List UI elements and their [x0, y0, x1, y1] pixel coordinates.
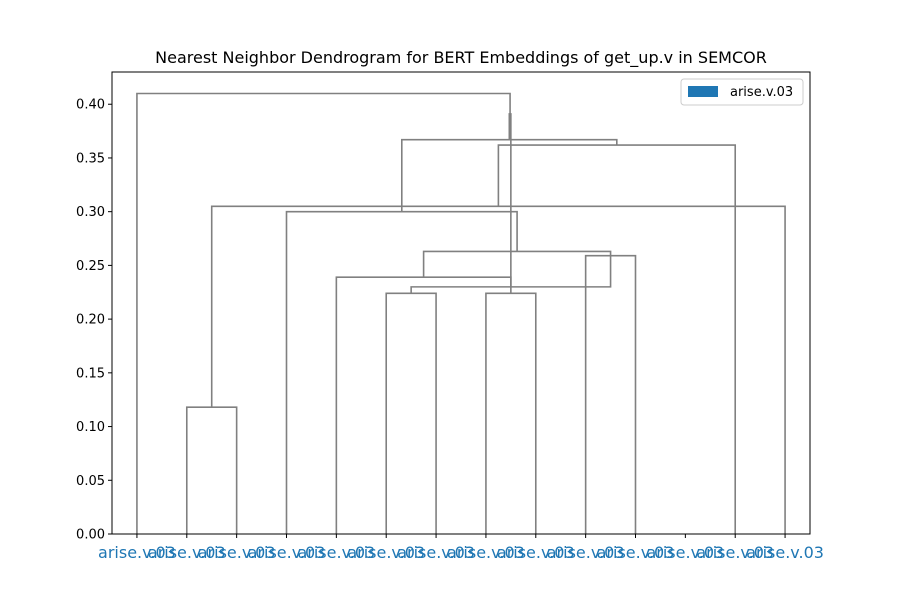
dendrogram-link: [422, 250, 612, 278]
y-axis: 0.00 0.05 0.10 0.15 0.20 0.25 0.30 0.35 0.40: [76, 98, 112, 543]
plot-frame: [111, 71, 811, 535]
dendrogram-link: [508, 113, 512, 294]
y-tick-label: 0.35: [76, 151, 105, 166]
dendrogram-link: [285, 210, 518, 534]
dendrogram-link: [210, 205, 786, 534]
dendrogram-links: [136, 92, 786, 534]
leaf-label: arise.v.03: [98, 543, 176, 562]
dendrogram-link: [335, 276, 512, 534]
dendrogram-link: [497, 144, 737, 534]
y-tick-label: 0.00: [76, 528, 105, 543]
leaf-label: arise.v.03: [696, 543, 774, 562]
legend-swatch: [688, 86, 718, 97]
leaf-label: arise.v.03: [646, 543, 724, 562]
dendrogram-link: [136, 92, 511, 534]
dendrogram-link: [584, 254, 637, 534]
dendrogram-link: [400, 138, 618, 212]
legend: arise.v.03: [680, 78, 804, 106]
dendrogram-link: [185, 406, 238, 534]
leaf-label: arise.v.03: [297, 543, 375, 562]
dendrogram-link: [385, 292, 437, 534]
legend-box: [680, 78, 804, 106]
leaf-label: arise.v.03: [198, 543, 276, 562]
y-tick-label: 0.25: [76, 259, 105, 274]
leaf-labels: arise.v.03arise.v.03arise.v.03arise.v.03…: [98, 534, 824, 562]
y-tick-label: 0.30: [76, 205, 105, 220]
y-tick-label: 0.20: [76, 313, 105, 328]
chart-title: Nearest Neighbor Dendrogram for BERT Emb…: [155, 48, 767, 67]
leaf-label: arise.v.03: [148, 543, 226, 562]
leaf-label: arise.v.03: [746, 543, 824, 562]
y-tick-label: 0.15: [76, 366, 105, 381]
y-tick-label: 0.40: [76, 98, 105, 113]
leaf-label: arise.v.03: [597, 543, 675, 562]
y-tick-label: 0.05: [76, 474, 105, 489]
leaf-label: arise.v.03: [497, 543, 575, 562]
leaf-label: arise.v.03: [447, 543, 525, 562]
leaf-label: arise.v.03: [347, 543, 425, 562]
leaf-label: arise.v.03: [547, 543, 625, 562]
leaf-label: arise.v.03: [397, 543, 475, 562]
y-tick-label: 0.10: [76, 420, 105, 435]
legend-label: arise.v.03: [730, 85, 793, 100]
dendrogram-link: [485, 292, 537, 534]
leaf-label: arise.v.03: [248, 543, 326, 562]
